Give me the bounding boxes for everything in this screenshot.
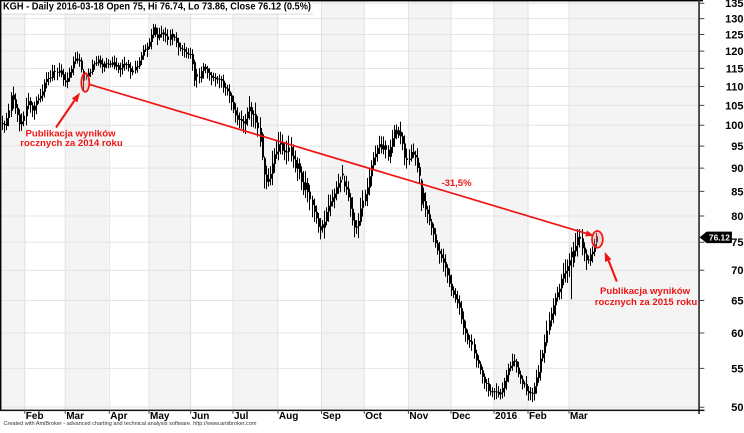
svg-text:130: 130: [725, 14, 743, 26]
svg-text:Aug: Aug: [279, 411, 298, 422]
svg-text:KGH - Daily 2016-03-18 Open 75: KGH - Daily 2016-03-18 Open 75, Hi 76.74…: [3, 2, 311, 13]
svg-text:Apr: Apr: [110, 411, 127, 422]
svg-text:100: 100: [725, 120, 743, 132]
svg-text:70: 70: [731, 265, 743, 277]
svg-text:Feb: Feb: [26, 411, 44, 422]
svg-text:2016: 2016: [495, 411, 518, 422]
svg-text:80: 80: [731, 211, 743, 223]
svg-text:Mar: Mar: [570, 411, 588, 422]
svg-text:55: 55: [731, 363, 743, 375]
svg-text:125: 125: [725, 29, 743, 41]
svg-text:Created with AmiBroker - advan: Created with AmiBroker - advanced charti…: [4, 421, 257, 427]
svg-text:50: 50: [731, 402, 743, 414]
svg-text:60: 60: [731, 328, 743, 340]
svg-text:85: 85: [731, 186, 743, 198]
svg-text:75: 75: [731, 237, 743, 249]
svg-text:Jun: Jun: [192, 411, 210, 422]
svg-text:120: 120: [725, 46, 743, 58]
svg-text:115: 115: [726, 63, 744, 75]
svg-text:105: 105: [725, 100, 743, 112]
svg-text:Dec: Dec: [452, 411, 471, 422]
svg-text:Mar: Mar: [66, 411, 84, 422]
svg-text:90: 90: [731, 163, 743, 175]
svg-text:Sep: Sep: [323, 411, 341, 422]
svg-text:-31,5%: -31,5%: [441, 178, 472, 189]
svg-text:Jul: Jul: [234, 411, 249, 422]
svg-text:Nov: Nov: [409, 411, 428, 422]
svg-text:65: 65: [731, 295, 743, 307]
svg-text:May: May: [150, 411, 170, 422]
svg-text:Publikacja wyników: Publikacja wyników: [25, 128, 116, 139]
svg-text:Oct: Oct: [365, 411, 382, 422]
svg-text:110: 110: [726, 81, 744, 93]
svg-text:135: 135: [725, 0, 743, 10]
svg-text:Publikacja wyników: Publikacja wyników: [600, 286, 691, 297]
svg-text:rocznych za 2015 roku: rocznych za 2015 roku: [595, 297, 698, 308]
svg-text:95: 95: [731, 141, 743, 153]
svg-text:Feb: Feb: [529, 411, 547, 422]
svg-text:76.12: 76.12: [709, 233, 730, 243]
svg-text:rocznych za 2014 roku: rocznych za 2014 roku: [20, 138, 123, 149]
